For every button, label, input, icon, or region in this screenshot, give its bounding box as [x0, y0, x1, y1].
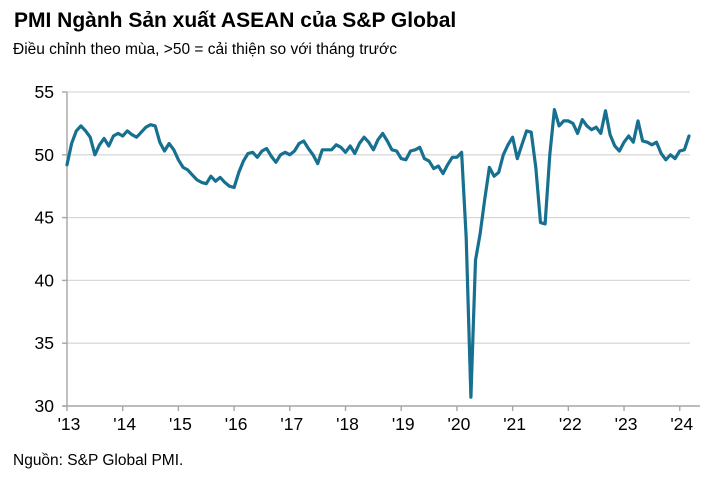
x-tick-label: '15 [169, 414, 192, 434]
pmi-series-line [65, 107, 691, 399]
y-tick-label: 30 [35, 396, 55, 416]
chart-source: Nguồn: S&P Global PMI. [13, 452, 184, 469]
x-tick-label: '17 [280, 414, 303, 434]
y-tick-label: 35 [35, 333, 54, 353]
chart-subtitle: Điều chỉnh theo mùa, >50 = cải thiện so … [13, 41, 397, 58]
x-tick-label: '24 [670, 414, 693, 434]
y-tick-label: 55 [35, 82, 54, 102]
x-tick-label: '23 [615, 414, 638, 434]
chart-title: PMI Ngành Sản xuất ASEAN của S&P Global [14, 9, 457, 32]
x-tick-label: '14 [113, 414, 136, 434]
x-tick-label: '21 [503, 414, 526, 434]
x-tick-label: '18 [336, 414, 359, 434]
x-tick-label: '13 [58, 414, 81, 434]
y-tick-label: 40 [35, 270, 55, 290]
y-tick-label: 45 [35, 208, 54, 228]
x-tick-label: '16 [225, 414, 248, 434]
x-tick-label: '19 [392, 414, 415, 434]
y-tick-label: 50 [35, 145, 55, 165]
x-tick-label: '20 [448, 414, 471, 434]
x-tick-label: '22 [559, 414, 582, 434]
